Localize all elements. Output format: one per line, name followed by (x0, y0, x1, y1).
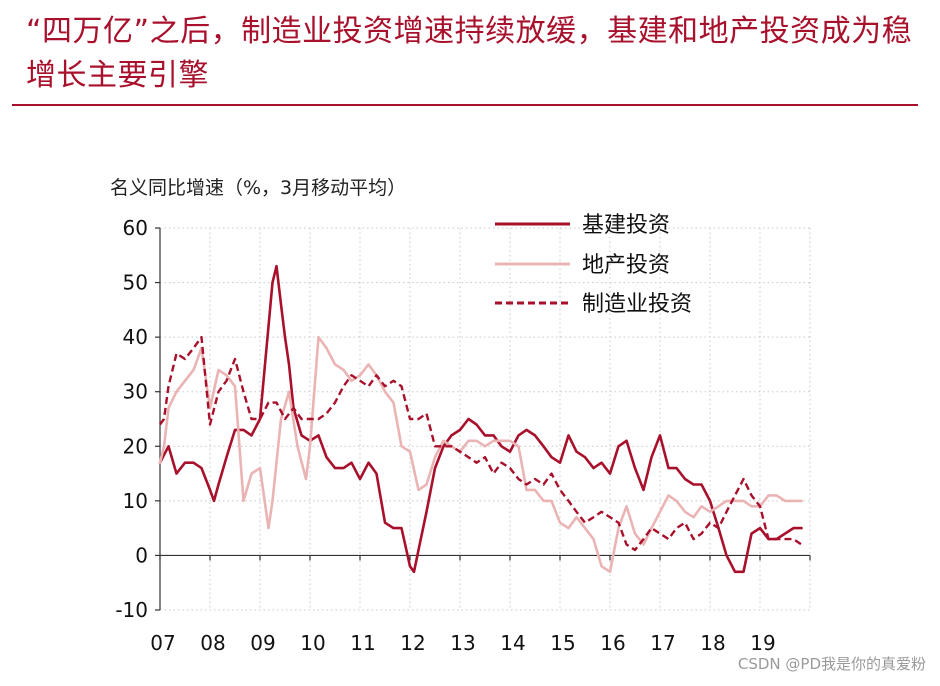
y-tick-label: 10 (123, 489, 148, 513)
y-tick-label: 0 (135, 543, 148, 567)
legend-realestate-label: 地产投资 (582, 253, 670, 278)
x-tick-label: 14 (500, 631, 525, 655)
y-tick-label: 20 (123, 434, 148, 458)
legend-infrastructure-label: 基建投资 (582, 213, 670, 238)
x-tick-label: 17 (650, 631, 675, 655)
title-divider (12, 104, 918, 106)
x-tick-label: 15 (550, 631, 575, 655)
x-tick-label: 12 (400, 631, 425, 655)
x-tick-label: 10 (300, 631, 325, 655)
x-tick-label: 08 (200, 631, 225, 655)
x-tick-label: 09 (250, 631, 275, 655)
legend-manufacturing-label: 制造业投资 (582, 292, 692, 317)
page-title: “四万亿”之后，制造业投资增速持续放缓，基建和地产投资成为稳增长主要引擎 (26, 14, 913, 93)
y-tick-label: 30 (123, 380, 148, 404)
y-tick-label: 60 (123, 216, 148, 240)
watermark: CSDN @PD我是你的真爱粉 (737, 655, 926, 673)
x-tick-label: 07 (150, 631, 175, 655)
x-tick-label: 19 (750, 631, 775, 655)
x-tick-label: 18 (700, 631, 725, 655)
manufacturing-series-line (159, 335, 803, 552)
y-tick-label: 50 (123, 271, 148, 295)
x-tick-label: 16 (600, 631, 625, 655)
y-tick-label: -10 (115, 598, 148, 622)
x-tick-label: 13 (450, 631, 475, 655)
infrastructure-series-line (158, 264, 803, 574)
realestate-series-line (158, 335, 803, 574)
y-tick-label: 40 (123, 325, 148, 349)
x-tick-label: 11 (350, 631, 375, 655)
y-axis-label: 名义同比增速（%，3月移动平均） (110, 177, 406, 199)
